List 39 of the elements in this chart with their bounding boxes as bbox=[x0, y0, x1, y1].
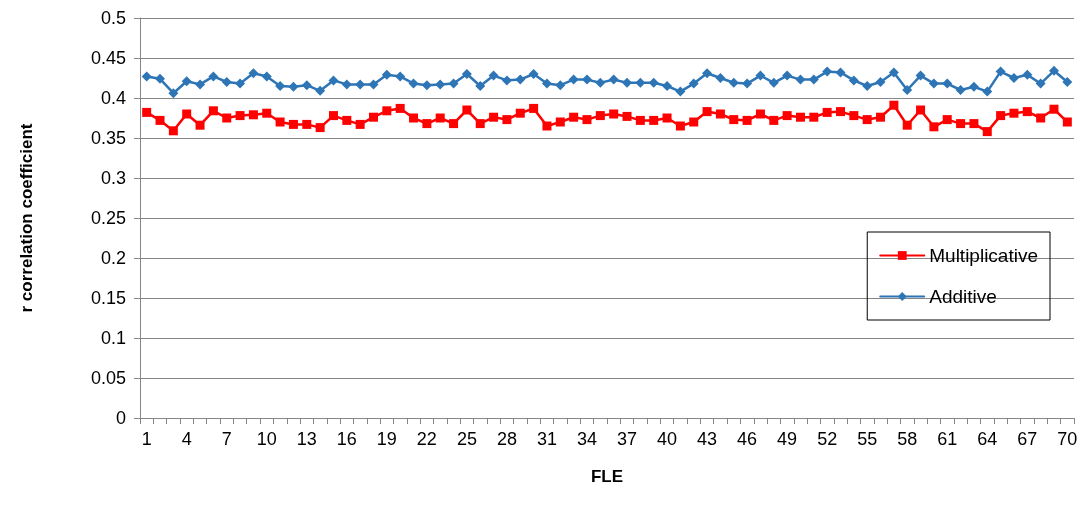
x-axis-title: FLE bbox=[590, 467, 624, 486]
x-tick-label: 7 bbox=[221, 429, 232, 449]
x-tick-label: 37 bbox=[617, 429, 638, 449]
y-tick-label: 0.2 bbox=[100, 248, 126, 268]
x-tick-label: 46 bbox=[737, 429, 758, 449]
x-tick-label: 19 bbox=[376, 429, 397, 449]
x-tick-label: 10 bbox=[256, 429, 277, 449]
y-tick-label: 0.15 bbox=[90, 288, 126, 308]
x-tick-label: 40 bbox=[657, 429, 678, 449]
x-tick-label: 28 bbox=[496, 429, 517, 449]
x-tick-label: 61 bbox=[937, 429, 958, 449]
x-tick-label: 43 bbox=[697, 429, 718, 449]
y-tick-label: 0.4 bbox=[100, 88, 126, 108]
x-tick-label: 13 bbox=[296, 429, 317, 449]
y-tick-label: 0.5 bbox=[100, 8, 126, 28]
x-tick-label: 25 bbox=[456, 429, 477, 449]
x-tick-label: 1 bbox=[141, 429, 152, 449]
y-tick-label: 0.05 bbox=[90, 368, 126, 388]
y-tick-label: 0.1 bbox=[100, 328, 126, 348]
y-tick-label: 0.25 bbox=[90, 208, 126, 228]
x-tick-label: 67 bbox=[1017, 429, 1038, 449]
x-tick-label: 55 bbox=[857, 429, 878, 449]
x-tick-label: 58 bbox=[897, 429, 918, 449]
x-tick-label: 34 bbox=[576, 429, 597, 449]
x-tick-label: 64 bbox=[977, 429, 998, 449]
y-tick-label: 0.45 bbox=[90, 48, 126, 68]
x-tick-label: 4 bbox=[181, 429, 192, 449]
y-tick-label: 0 bbox=[115, 408, 126, 428]
x-tick-label: 70 bbox=[1057, 429, 1078, 449]
x-tick-label: 22 bbox=[416, 429, 437, 449]
legend-label: Additive bbox=[929, 286, 997, 307]
x-tick-label: 16 bbox=[336, 429, 357, 449]
y-axis-title: r correlation coefficient bbox=[17, 123, 36, 313]
x-tick-label: 52 bbox=[817, 429, 838, 449]
y-tick-label: 0.35 bbox=[90, 128, 126, 148]
y-tick-label: 0.3 bbox=[100, 168, 126, 188]
x-tick-label: 31 bbox=[536, 429, 557, 449]
x-tick-label: 49 bbox=[777, 429, 798, 449]
legend-label: Multiplicative bbox=[929, 245, 1039, 266]
